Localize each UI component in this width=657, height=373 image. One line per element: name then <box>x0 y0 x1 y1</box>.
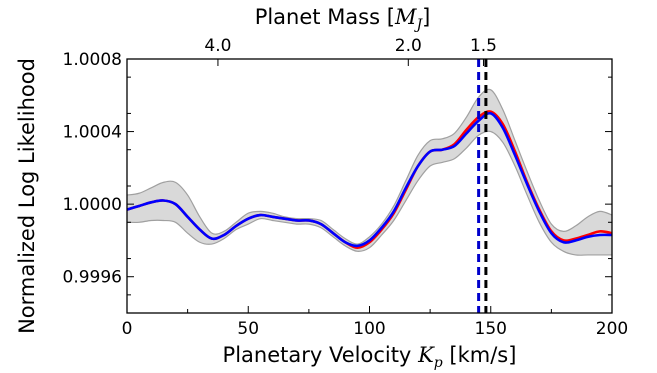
confidence-band-layer <box>126 88 613 256</box>
x-axis-label: Planetary Velocity Kp [km/s] <box>223 343 517 371</box>
y-axis-label: Normalized Log Likelihood <box>15 58 39 334</box>
plot-frame <box>126 58 613 314</box>
y-tick-label: 0.9996 <box>63 268 122 288</box>
blue-series-line <box>126 111 613 248</box>
ticks-layer: 0 50 100 150 200 0.9996 1.0000 1.0004 1.0008 4.0 2… <box>63 36 629 339</box>
top-tick-label: 2.0 <box>395 36 422 56</box>
top-tick-label: 1.5 <box>470 36 497 56</box>
y-tick-label: 1.0008 <box>63 50 122 70</box>
vline-layer <box>477 59 488 313</box>
series-layer <box>126 110 613 249</box>
x-tick-label: 150 <box>475 319 507 339</box>
x-tick-label: 50 <box>237 319 259 339</box>
x-tick-label: 200 <box>596 319 628 339</box>
y-tick-label: 1.0004 <box>63 123 122 143</box>
band-upper-edge <box>126 88 613 245</box>
y-tick-label: 1.0000 <box>63 195 122 215</box>
band-lower-edge <box>126 130 613 256</box>
x-tick-label: 0 <box>122 319 133 339</box>
x-tick-label: 100 <box>353 319 385 339</box>
top-tick-label: 4.0 <box>204 36 231 56</box>
top-axis-label: Planet Mass [MJ] <box>255 5 431 33</box>
